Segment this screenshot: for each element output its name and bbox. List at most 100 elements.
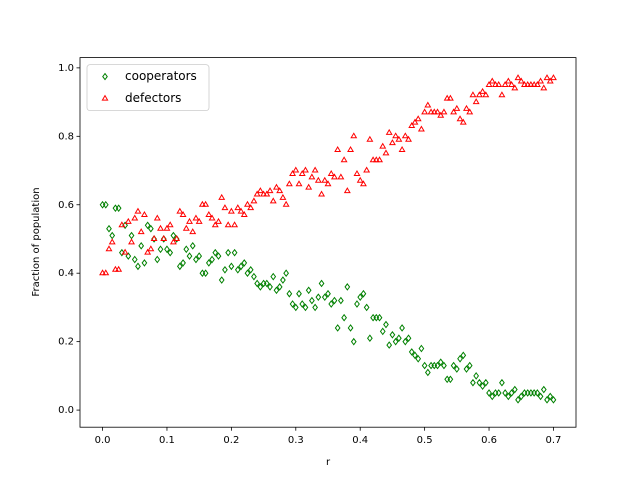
point	[392, 132, 400, 139]
point	[508, 389, 515, 397]
point	[492, 80, 499, 87]
point	[289, 169, 297, 176]
point	[157, 245, 164, 254]
point	[460, 351, 467, 360]
point	[279, 193, 287, 200]
point	[227, 207, 235, 214]
point	[486, 389, 492, 397]
point	[392, 337, 399, 346]
point	[140, 211, 148, 218]
point	[99, 269, 107, 276]
point	[350, 132, 358, 139]
point	[189, 228, 197, 235]
point	[250, 197, 258, 204]
point	[515, 395, 521, 404]
point	[549, 74, 557, 81]
point	[121, 248, 129, 255]
point	[309, 296, 315, 305]
point	[305, 286, 312, 295]
point	[372, 156, 380, 163]
point	[540, 84, 548, 91]
point	[209, 255, 215, 264]
point	[340, 156, 348, 163]
point	[102, 269, 110, 276]
point	[473, 372, 480, 380]
point	[218, 193, 226, 200]
x-tick-label: 0.6	[481, 435, 497, 446]
point	[260, 190, 268, 197]
point	[111, 265, 119, 272]
point	[424, 101, 432, 108]
point	[169, 238, 177, 245]
point	[338, 296, 344, 305]
point	[153, 214, 161, 221]
point	[251, 272, 257, 281]
point	[221, 204, 229, 211]
y-tick-label: 0.8	[58, 131, 74, 142]
point	[434, 361, 441, 370]
point	[167, 248, 174, 257]
point	[440, 108, 448, 115]
point	[102, 200, 109, 209]
point	[292, 303, 299, 312]
point	[218, 276, 225, 284]
point	[550, 395, 557, 404]
legend-label: defectors	[125, 91, 181, 105]
point	[257, 283, 264, 291]
point	[118, 221, 126, 228]
point	[341, 313, 347, 322]
point	[276, 187, 284, 194]
point	[504, 77, 512, 84]
point	[347, 146, 355, 152]
y-tick-label: 0.4	[58, 268, 74, 279]
point	[160, 234, 168, 241]
point	[376, 156, 384, 163]
point	[518, 392, 525, 401]
point	[211, 221, 219, 228]
point	[359, 180, 367, 187]
point	[263, 190, 271, 197]
point	[524, 80, 532, 87]
point	[321, 293, 328, 301]
point	[354, 300, 360, 308]
point	[280, 276, 286, 284]
point	[472, 98, 480, 105]
point	[401, 132, 409, 139]
point	[388, 139, 396, 146]
point	[324, 180, 332, 187]
point	[276, 283, 283, 291]
point	[195, 217, 203, 224]
point	[212, 248, 219, 257]
point	[514, 74, 522, 81]
point	[479, 87, 487, 94]
point	[186, 217, 193, 224]
x-tick-label: 0.2	[223, 435, 239, 446]
point	[479, 382, 486, 390]
point	[215, 252, 222, 260]
y-axis-label: Fraction of population	[31, 187, 42, 296]
point	[424, 368, 431, 377]
point	[398, 146, 406, 152]
point	[302, 303, 309, 312]
point	[498, 91, 506, 98]
point	[357, 293, 364, 301]
point	[241, 259, 248, 267]
y-tick-label: 0.0	[58, 405, 74, 416]
point	[511, 84, 519, 91]
point	[470, 378, 476, 387]
point	[463, 365, 470, 373]
point	[543, 74, 551, 81]
point	[475, 91, 483, 98]
point	[105, 245, 113, 252]
point	[334, 146, 342, 152]
point	[182, 224, 190, 231]
point	[254, 279, 261, 288]
point	[244, 200, 251, 207]
point	[469, 91, 477, 98]
point	[450, 108, 458, 115]
point	[527, 80, 535, 87]
point	[379, 327, 386, 336]
point	[138, 241, 145, 250]
legend-marker	[102, 72, 108, 81]
point	[508, 80, 516, 87]
